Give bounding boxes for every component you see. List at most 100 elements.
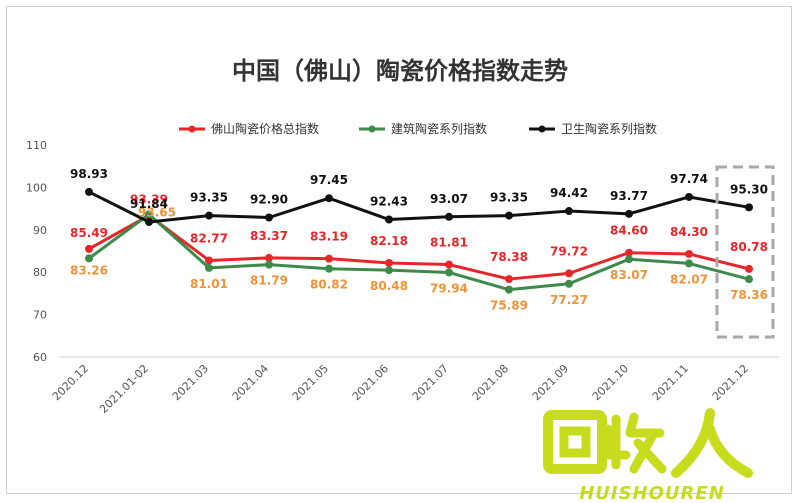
data-point bbox=[325, 254, 333, 263]
data-label: 85.49 bbox=[70, 226, 108, 240]
data-point bbox=[505, 275, 513, 284]
data-point bbox=[325, 264, 333, 273]
legend-swatch-marker bbox=[538, 125, 546, 133]
data-point bbox=[625, 209, 633, 218]
legend-label: 卫生陶瓷系列指数 bbox=[561, 121, 657, 136]
y-tick-label: 110 bbox=[26, 139, 47, 152]
data-label: 91.84 bbox=[130, 197, 168, 211]
y-tick-label: 60 bbox=[33, 351, 47, 364]
data-label: 82.18 bbox=[370, 234, 408, 248]
data-label: 81.79 bbox=[250, 274, 288, 288]
y-tick-label: 90 bbox=[33, 224, 47, 237]
data-label: 93.35 bbox=[490, 191, 528, 205]
data-point bbox=[85, 254, 93, 263]
data-label: 80.48 bbox=[370, 279, 408, 293]
data-point bbox=[265, 213, 273, 222]
data-label: 79.72 bbox=[550, 244, 588, 258]
x-tick-label: 2021.06 bbox=[350, 362, 391, 403]
data-point bbox=[685, 259, 693, 268]
data-label: 92.43 bbox=[370, 194, 408, 208]
data-point bbox=[265, 260, 273, 269]
y-tick-label: 70 bbox=[33, 309, 47, 322]
x-tick-label: 2021.07 bbox=[410, 362, 451, 403]
x-tick-label: 2021.09 bbox=[530, 362, 571, 403]
data-label: 78.38 bbox=[490, 250, 528, 264]
legend-label: 建筑陶瓷系列指数 bbox=[391, 121, 487, 136]
data-label: 94.42 bbox=[550, 186, 588, 200]
x-tick-label: 2021.05 bbox=[290, 362, 331, 403]
data-label: 82.77 bbox=[190, 231, 228, 245]
data-point bbox=[565, 269, 573, 278]
x-tick-label: 2021.10 bbox=[590, 362, 631, 403]
legend-swatch-marker bbox=[368, 125, 376, 133]
data-point bbox=[385, 266, 393, 275]
data-point bbox=[505, 285, 513, 294]
y-axis: 60 70 80 90 100 110 bbox=[26, 139, 779, 364]
data-point bbox=[745, 203, 753, 212]
data-label: 77.27 bbox=[550, 293, 588, 307]
x-tick-label: 2020.12 bbox=[50, 362, 91, 403]
data-label: 98.93 bbox=[70, 167, 108, 181]
data-label: 75.89 bbox=[490, 299, 528, 313]
line-chart: 中国（佛山）陶瓷价格指数走势 佛山陶瓷价格总指数 建筑陶瓷系列指数 卫生陶瓷系列指数… bbox=[26, 57, 779, 416]
data-point bbox=[85, 244, 93, 253]
data-point bbox=[145, 217, 153, 226]
chart-legend: 佛山陶瓷价格总指数 建筑陶瓷系列指数 卫生陶瓷系列指数 bbox=[179, 121, 657, 136]
y-tick-label: 80 bbox=[33, 266, 47, 279]
data-point bbox=[445, 212, 453, 221]
data-point bbox=[205, 263, 213, 272]
data-point bbox=[445, 268, 453, 277]
x-tick-label: 2021.08 bbox=[470, 362, 511, 403]
data-point bbox=[385, 215, 393, 224]
data-label: 97.74 bbox=[670, 172, 708, 186]
data-point bbox=[385, 258, 393, 267]
data-label: 81.81 bbox=[430, 236, 468, 250]
x-tick-label: 2021.12 bbox=[710, 362, 751, 403]
data-label: 92.90 bbox=[250, 193, 288, 207]
data-label: 83.07 bbox=[610, 268, 648, 282]
data-label: 81.01 bbox=[190, 277, 228, 291]
data-label: 97.45 bbox=[310, 173, 348, 187]
series-line bbox=[88, 190, 750, 224]
chart-title: 中国（佛山）陶瓷价格指数走势 bbox=[232, 57, 568, 85]
data-label: 93.07 bbox=[430, 192, 468, 206]
data-point bbox=[145, 210, 153, 219]
data-label: 80.82 bbox=[310, 278, 348, 292]
chart-frame: 中国（佛山）陶瓷价格指数走势 佛山陶瓷价格总指数 建筑陶瓷系列指数 卫生陶瓷系列指数… bbox=[6, 6, 792, 503]
data-point bbox=[265, 253, 273, 262]
data-label: 93.65 bbox=[138, 205, 176, 219]
data-point bbox=[685, 192, 693, 201]
data-label: 79.94 bbox=[430, 281, 468, 295]
data-point bbox=[505, 211, 513, 220]
data-point bbox=[205, 211, 213, 220]
data-point bbox=[685, 249, 693, 258]
data-point bbox=[205, 256, 213, 265]
data-label: 84.60 bbox=[610, 224, 648, 238]
watermark-subtext: HUISHOUREN bbox=[579, 483, 725, 503]
series-line bbox=[88, 212, 750, 292]
data-label: 78.36 bbox=[730, 288, 768, 302]
data-label: 83.26 bbox=[70, 263, 108, 277]
x-tick-label: 2021.03 bbox=[170, 362, 211, 403]
data-label: 95.30 bbox=[730, 182, 768, 196]
data-point bbox=[325, 194, 333, 203]
data-label: 83.19 bbox=[310, 230, 348, 244]
data-label: 84.30 bbox=[670, 225, 708, 239]
y-tick-label: 100 bbox=[26, 181, 47, 194]
data-label: 80.78 bbox=[730, 240, 768, 254]
data-point bbox=[745, 275, 753, 284]
legend-swatch-marker bbox=[188, 125, 196, 133]
series-layer bbox=[85, 187, 753, 294]
x-tick-label: 2021.01-02 bbox=[97, 362, 151, 416]
data-label: 93.39 bbox=[130, 192, 168, 206]
data-labels: 85.49 93.39 82.77 83.37 83.19 82.18 81.81 78.38… bbox=[70, 167, 768, 313]
data-label: 93.35 bbox=[190, 191, 228, 205]
data-point bbox=[565, 279, 573, 288]
series-line bbox=[88, 213, 750, 281]
data-label: 83.37 bbox=[250, 229, 288, 243]
watermark-logo: HUISHOUREN bbox=[543, 408, 753, 503]
data-point bbox=[565, 207, 573, 216]
x-tick-label: 2021.04 bbox=[230, 362, 271, 403]
data-point bbox=[445, 260, 453, 269]
data-point bbox=[625, 255, 633, 264]
